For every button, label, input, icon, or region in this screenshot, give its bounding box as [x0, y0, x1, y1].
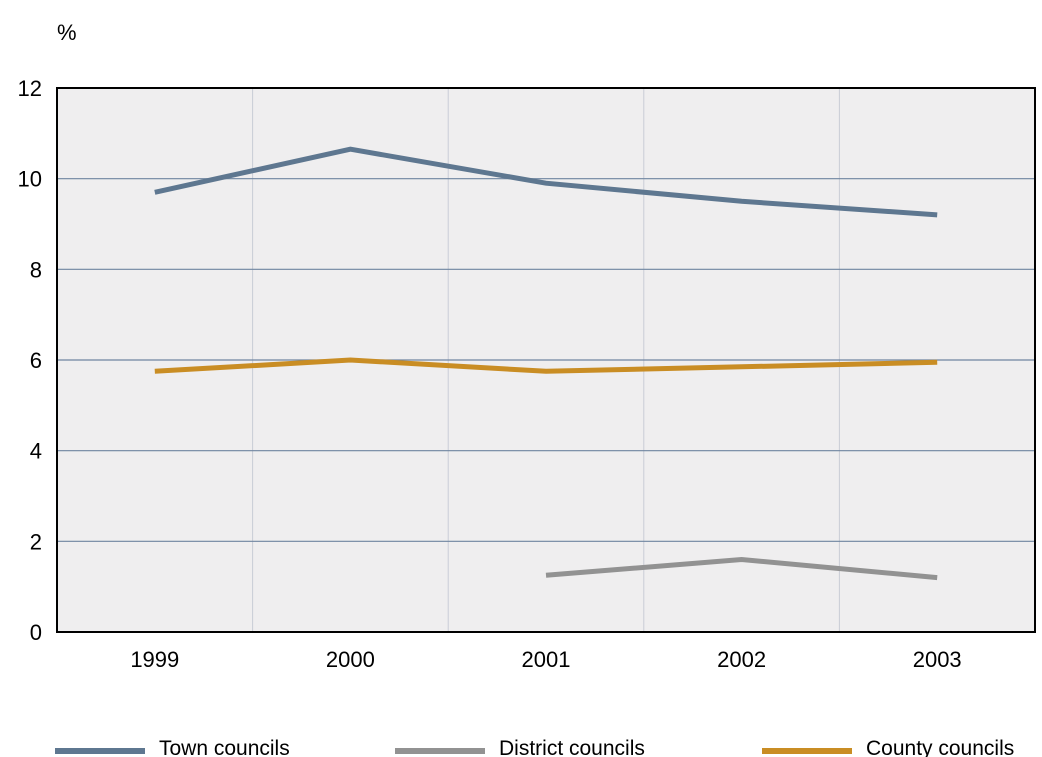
- legend: Town councils District councils County cou…: [55, 737, 1014, 757]
- series-lines: [154, 146, 938, 581]
- x-tick-label: 2001: [522, 647, 571, 672]
- x-tick-label: 2000: [326, 647, 375, 672]
- y-tick-label: 2: [30, 529, 42, 554]
- legend-label: District councils: [499, 737, 645, 757]
- x-axis-tick-labels: 1999 2000 2001 2002 2003: [130, 647, 961, 672]
- y-tick-label: 6: [30, 348, 42, 373]
- x-tick-label: 2003: [913, 647, 962, 672]
- y-axis-tick-labels: 0 2 4 6 8 10 12: [18, 76, 42, 645]
- plot-border: [56, 87, 1036, 633]
- y-tick-label: 0: [30, 620, 42, 645]
- series-line-town-councils: [154, 146, 938, 218]
- y-tick-label: 12: [18, 76, 42, 101]
- y-axis-unit-label: %: [57, 20, 77, 45]
- legend-label: County councils: [866, 737, 1014, 757]
- y-tick-label: 4: [30, 439, 42, 464]
- x-tick-label: 2002: [717, 647, 766, 672]
- legend-label: Town councils: [159, 737, 290, 757]
- series-line-district-councils: [545, 556, 938, 581]
- y-tick-label: 8: [30, 257, 42, 282]
- y-tick-label: 10: [18, 167, 42, 192]
- series-line-county-councils: [154, 357, 938, 374]
- x-tick-label: 1999: [130, 647, 179, 672]
